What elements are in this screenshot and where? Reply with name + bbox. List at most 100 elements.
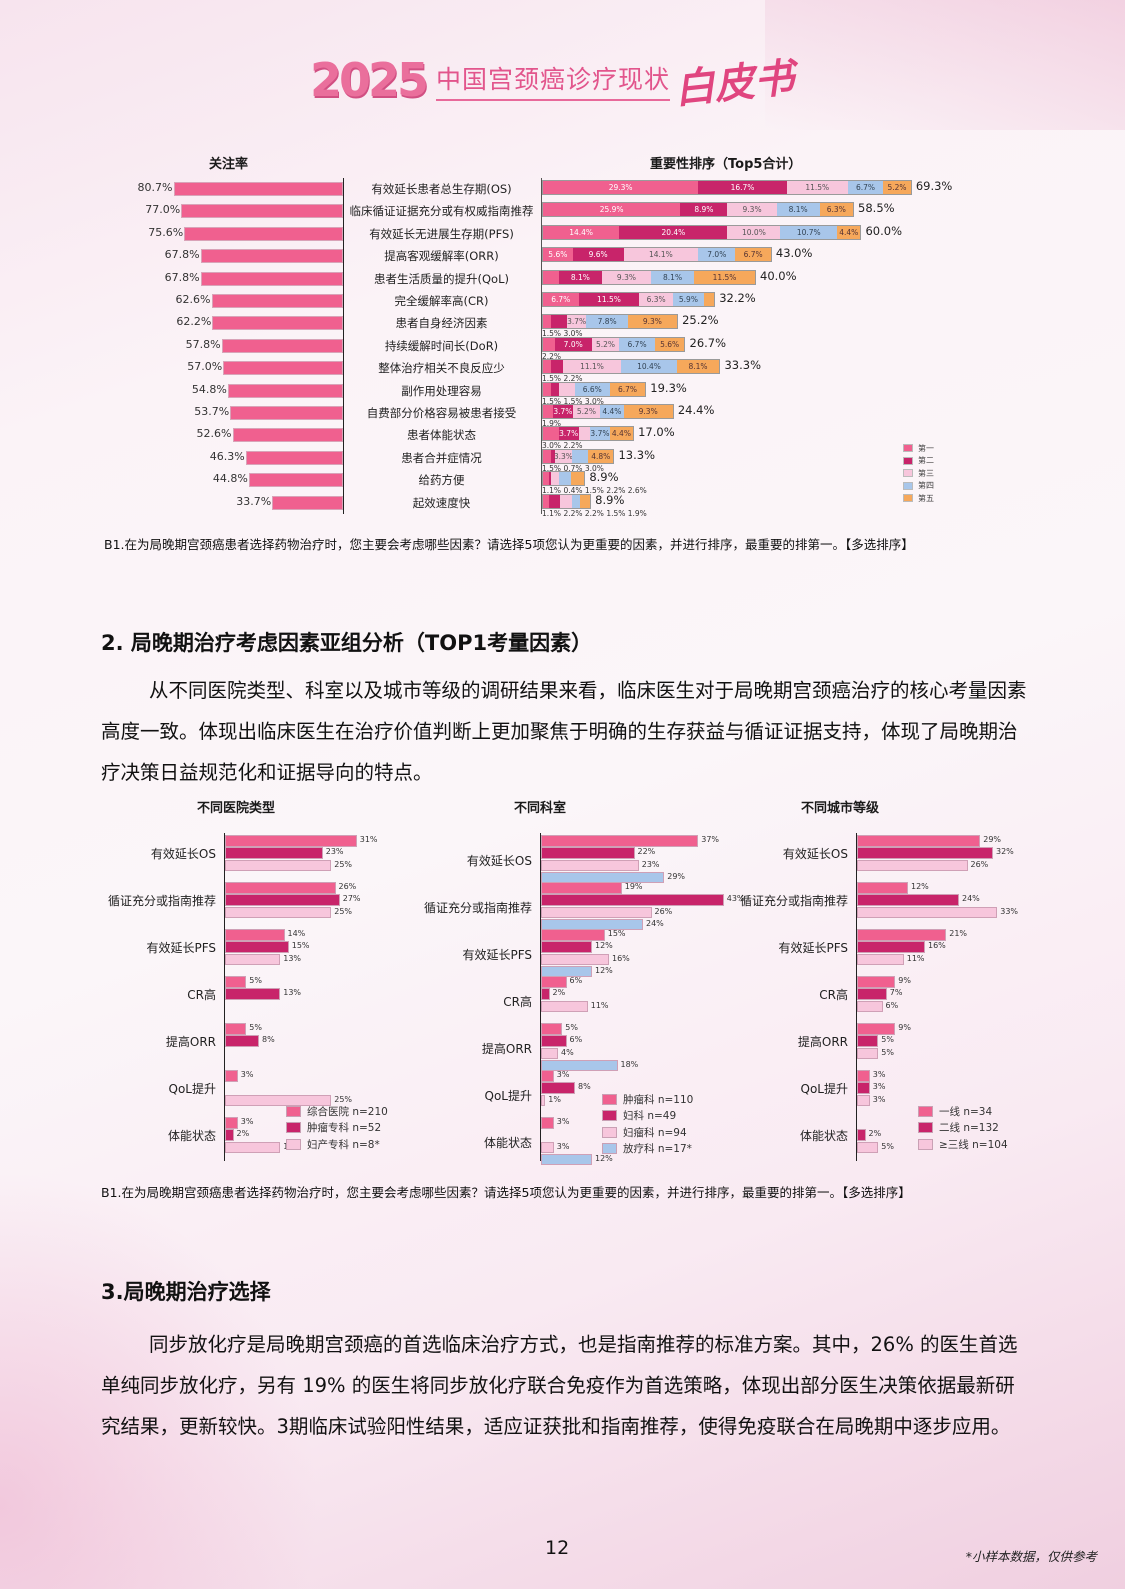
- subgroup-value: 24%: [962, 894, 980, 904]
- small-segment-values: 1.1% 2.2% 2.2% 1.5% 1.9%: [542, 508, 647, 518]
- legend-label: 妇产专科 n=8*: [307, 1138, 380, 1151]
- subgroup-bar: [857, 1094, 870, 1107]
- rank-segment-2: 11.5%: [578, 293, 640, 306]
- subgroup-value: 23%: [641, 859, 660, 869]
- factor-row: 57.0% 整体治疗相关不良反应少 11.1% 10.4% 8.1% 33.3% 1.5% …: [100, 357, 1000, 383]
- ranking-legend: 第一 第二 第三 第四 第五: [903, 442, 934, 505]
- subgroup-value: 6%: [569, 1035, 583, 1045]
- rank-segment-2: 7.0%: [554, 337, 592, 351]
- legend-label: 妇科 n=49: [623, 1110, 677, 1123]
- subgroup-value: 29%: [667, 871, 686, 881]
- subgroup-value: 5%: [881, 1141, 894, 1151]
- factor-label: 患者生活质量的提升(QoL): [374, 271, 509, 286]
- subgroup-bar: [857, 1129, 866, 1141]
- attention-bar: [245, 450, 343, 465]
- subgroup-value: 24%: [646, 918, 664, 928]
- subgroup-value: 16%: [612, 953, 630, 963]
- subgroup-value: 5%: [249, 976, 262, 985]
- subgroup-bar: [541, 847, 635, 859]
- rank-segment-4: 8.1%: [776, 203, 820, 217]
- legend-swatch: [903, 469, 913, 478]
- legend-swatch: [286, 1138, 301, 1150]
- rank-segment-2: [550, 360, 563, 374]
- rank-segment-3: [578, 427, 591, 441]
- subgroup-bar: [541, 1082, 575, 1094]
- rank-segment-1: [543, 315, 551, 329]
- legend-label: 放疗科 n=17*: [623, 1143, 692, 1156]
- ranking-stacked-bar: 6.7% 11.5% 6.3% 5.9%: [542, 292, 716, 307]
- rank-segment-4: 7.0%: [698, 248, 736, 262]
- subgroup-value: 12%: [595, 965, 613, 975]
- rank-segment-2: 8.1%: [558, 270, 602, 284]
- subgroup-bar: [541, 1047, 558, 1060]
- rank-segment-2: 3.7%: [558, 427, 579, 441]
- rank-segment-5: 4.4%: [837, 225, 861, 239]
- rank-segment-5: 4.4%: [609, 427, 634, 441]
- subgroup-bar: [857, 1047, 879, 1060]
- factor-row: 44.8% 给药方便 8.9% 1.1% 0.4% 1.5% 2.2% 2.6%: [100, 469, 1000, 495]
- rank-segment-2: 20.4%: [619, 225, 728, 239]
- legend-swatch: [903, 444, 913, 453]
- subgroup-value: 25%: [334, 1094, 353, 1104]
- category-label: CR高: [187, 988, 216, 1003]
- legend-label: 综合医院 n=210: [307, 1105, 388, 1118]
- subgroup-bar: [541, 988, 550, 1000]
- legend-label: ≥三线 n=104: [939, 1138, 1008, 1151]
- rank-segment-2: 3.7%: [553, 405, 573, 418]
- ranking-stacked-bar: 6.6% 6.7%: [542, 381, 647, 397]
- rank-segment-5: 6.3%: [819, 203, 853, 217]
- subgroup-bar: [857, 1035, 879, 1047]
- small-segment-values: 1.5% 2.2%: [542, 374, 583, 384]
- subgroup-value: 3%: [872, 1082, 886, 1092]
- subgroup-value: 3%: [240, 1117, 254, 1126]
- ranking-total: 8.9%: [595, 492, 625, 507]
- attention-chart-axis: [343, 178, 344, 514]
- subgroup-value: 19%: [624, 882, 643, 891]
- rank-segment-3: 5.2%: [591, 337, 620, 351]
- subgroup-bar: [541, 1094, 546, 1107]
- category-label: 提高ORR: [797, 1035, 848, 1050]
- subgroup-bar: [857, 859, 968, 872]
- importance-ranking-chart-title: 重要性排序（Top5合计）: [650, 157, 802, 172]
- factor-row: 67.8% 提高客观缓解率(ORR) 5.6% 9.6% 14.1% 7.0% 6.7% 43…: [100, 245, 1000, 267]
- ranking-total: 13.3%: [618, 447, 656, 462]
- attention-bar: [230, 406, 343, 420]
- subgroup-bar: [541, 965, 592, 978]
- subgroup-bar: [857, 894, 959, 906]
- category-label: 体能状态: [167, 1129, 216, 1144]
- factor-row: 67.8% 患者生活质量的提升(QoL) 8.1% 9.3% 8.1% 11.5% 40.0…: [100, 268, 1000, 290]
- subgroup-value: 3%: [872, 1070, 886, 1079]
- rank-segment-3: 9.3%: [727, 203, 777, 217]
- chart-axis: [540, 833, 541, 1161]
- rank-segment-5: 9.3%: [627, 315, 678, 329]
- subgroup-value: 22%: [637, 847, 656, 857]
- subgroup-legend: 一线 n=34 二线 n=132 ≥三线 n=104: [918, 1103, 1008, 1153]
- ranking-total: 26.7%: [689, 335, 727, 350]
- rank-segment-3: 5.2%: [572, 405, 601, 418]
- subgroup-bar: [541, 929, 605, 941]
- subgroup-bar: [541, 835, 699, 847]
- rank-segment-3: 3.7%: [566, 315, 587, 329]
- subgroup-bar: [225, 1094, 332, 1107]
- attention-bar: [227, 383, 343, 398]
- category-label: 有效延长OS: [466, 853, 532, 868]
- subgroup-bar: [225, 988, 281, 1000]
- subgroup-bar: [225, 976, 247, 988]
- subgroup-value: 16%: [928, 941, 946, 951]
- rank-segment-1: 5.6%: [543, 248, 573, 262]
- legend-swatch: [903, 494, 913, 503]
- subgroup-value: 13%: [283, 988, 302, 998]
- legend-item: 肿瘤科 n=110: [602, 1091, 693, 1108]
- attention-bar: [181, 204, 343, 219]
- small-segment-values: 1.5% 0.7% 3.0%: [542, 463, 604, 473]
- subgroup-bar: [225, 953, 281, 966]
- subgroup-bar: [225, 906, 332, 919]
- question-note-2: B1.在为局晚期宫颈癌患者选择药物治疗时，您主要会考虑哪些因素？请选择5项您认为…: [101, 1185, 911, 1200]
- subgroup-bar: [541, 882, 622, 894]
- subgroup-value: 9%: [898, 976, 911, 985]
- section3-paragraph: 同步放化疗是局晚期宫颈癌的首选临床治疗方式，也是指南推荐的标准方案。其中，26%…: [101, 1324, 1031, 1447]
- rank-segment-2: [550, 315, 567, 329]
- rank-segment-5: [704, 293, 715, 306]
- chart-axis: [224, 833, 225, 1161]
- small-segment-values: 1.9%: [542, 419, 562, 428]
